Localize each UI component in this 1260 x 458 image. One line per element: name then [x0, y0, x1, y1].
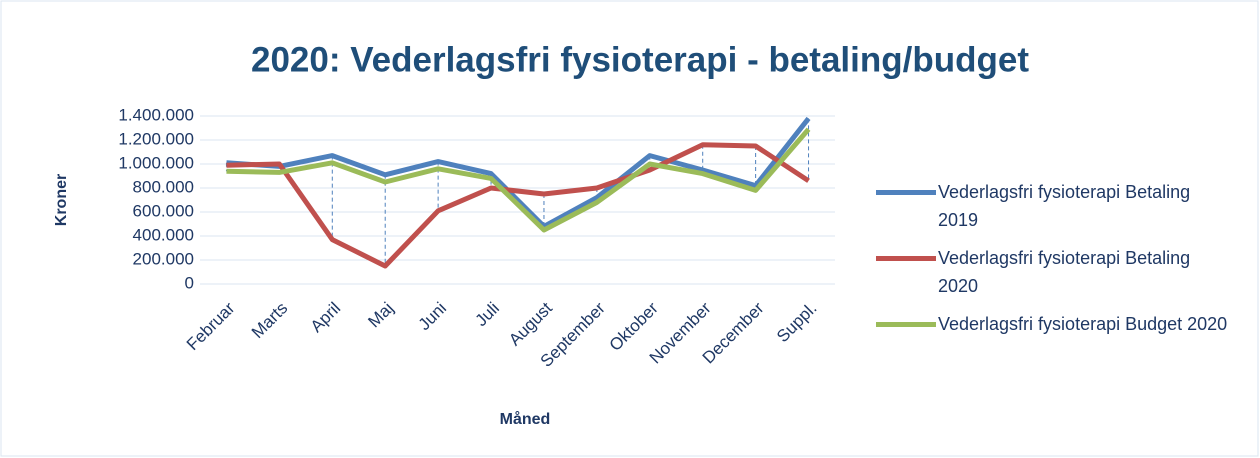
- y-axis-title: Kroner: [53, 174, 70, 226]
- y-tick-label: 600.000: [133, 201, 194, 220]
- y-tick-label: 400.000: [133, 225, 194, 244]
- y-tick-label: 800.000: [133, 177, 194, 196]
- legend-label: Vederlagsfri fysioterapi Budget 2020: [938, 314, 1228, 334]
- legend-item: Vederlagsfri fysioterapi Betaling 2020: [870, 244, 1230, 300]
- legend-label: Vederlagsfri fysioterapi Betaling 2020: [938, 248, 1191, 296]
- legend-swatch: [876, 256, 936, 261]
- legend-swatch: [876, 190, 936, 195]
- chart-title: 2020: Vederlagsfri fysioterapi - betalin…: [251, 40, 1029, 79]
- y-tick-label: 0: [185, 273, 194, 292]
- series-line: [226, 116, 811, 229]
- legend-item: Vederlagsfri fysioterapi Budget 2020: [870, 310, 1230, 338]
- legend-label: Vederlagsfri fysioterapi Betaling 2019: [938, 182, 1191, 230]
- x-axis-title: Måned: [500, 410, 551, 428]
- legend: Vederlagsfri fysioterapi Betaling 2019 Ve…: [870, 178, 1230, 348]
- legend-swatch: [876, 322, 936, 327]
- series-line: [226, 142, 810, 269]
- series-line: [226, 127, 811, 233]
- y-tick-label: 1.400.000: [118, 105, 194, 124]
- legend-item: Vederlagsfri fysioterapi Betaling 2019: [870, 178, 1230, 234]
- y-tick-label: 1.000.000: [118, 153, 194, 172]
- y-tick-label: 200.000: [133, 249, 194, 268]
- y-tick-label: 1.200.000: [118, 129, 194, 148]
